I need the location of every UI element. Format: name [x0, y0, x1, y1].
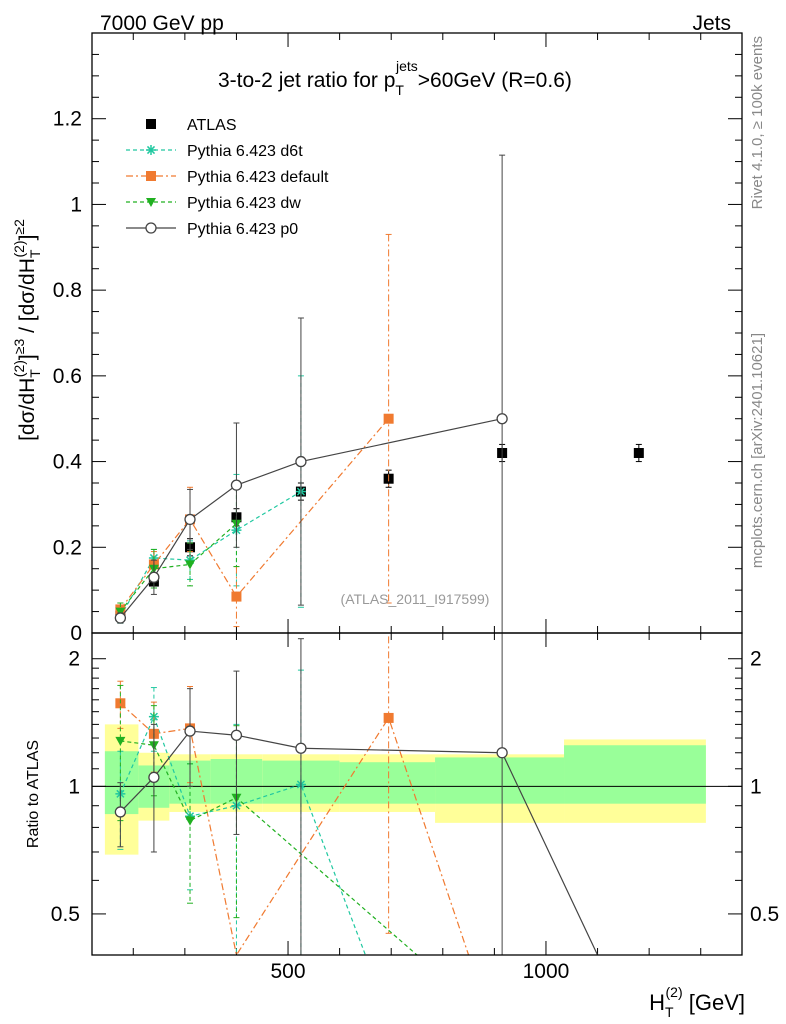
title-tail: >60GeV (R=0.6) [418, 69, 572, 92]
svg-text:3-to-2 jet ratio for pTjets>60: 3-to-2 jet ratio for pTjets>60GeV (R=0.6… [218, 58, 572, 98]
ratio-y-tick-label-right: 0.5 [750, 903, 779, 926]
y-tick-label: 0 [70, 622, 82, 645]
data-point [184, 513, 196, 526]
series-line [119, 491, 302, 618]
ratio-y-tick-label: 1 [68, 775, 80, 798]
y-tick-label: 1 [70, 193, 82, 216]
legend-marker [145, 222, 157, 234]
ratio-series-pythia-6-423-p0 [114, 633, 599, 955]
legend-marker [146, 171, 156, 181]
series-line [119, 418, 390, 610]
series-pythia-6-423-dw [115, 480, 242, 621]
x-tick-label: 500 [271, 960, 306, 983]
stat-uncertainty-band [435, 757, 565, 804]
y-axis-label-ratio: Ratio to ATLAS [25, 740, 42, 848]
legend-label: Pythia 6.423 d6t [187, 143, 303, 160]
legend-label: Pythia 6.423 dw [187, 195, 301, 212]
plot-title: 3-to-2 jet ratio for pTjets>60GeV (R=0.6… [218, 58, 572, 98]
ratio-data-point [148, 771, 160, 783]
data-point [185, 560, 196, 570]
ratio-y-tick-label: 0.5 [51, 903, 80, 926]
y-tick-label: 0.8 [53, 279, 82, 302]
analysis-tag: (ATLAS_2011_I917599) [341, 591, 490, 607]
legend-item: Pythia 6.423 p0 [126, 221, 298, 238]
x-tick-label: 1000 [523, 960, 570, 983]
legend-label: Pythia 6.423 p0 [187, 221, 298, 238]
data-point [633, 448, 644, 458]
ratio-y-tick-label-right: 1 [750, 775, 762, 798]
ratio-data-point [185, 816, 196, 826]
data-point [148, 571, 160, 583]
series-line [119, 418, 503, 619]
y-axis-label-main: [dσ/dHT(2)]≥3 / [dσ/dHT(2)]≥2 [11, 219, 43, 441]
ratio-data-point [114, 806, 127, 818]
ratio-data-point [230, 729, 243, 741]
title-main: 3-to-2 jet ratio for p [218, 69, 395, 92]
ratio-plot-frame [91, 632, 743, 956]
data-point [115, 607, 126, 617]
legend-marker [146, 145, 156, 155]
data-point [383, 413, 394, 424]
data-point [295, 455, 307, 468]
legend-marker [146, 119, 156, 129]
ratio-series-line [119, 702, 470, 955]
y-tick-label: 0.2 [53, 536, 82, 559]
mcplots-label: mcplots.cern.ch [arXiv:2401.10621] [749, 333, 766, 568]
ratio-data-point [496, 747, 508, 759]
title-sup: jets [395, 58, 418, 74]
main-panel: 0 0.2 0.4 0.6 0.8 1 1.2 (ATLAS_2011_I917599) A… [53, 32, 743, 645]
series-pythia-6-423-d6t [115, 375, 306, 624]
data-point [114, 612, 127, 624]
ratio-panel: 0.5 0.5 1 1 2 2 500 1000 [51, 632, 779, 983]
legend-marker [146, 198, 156, 207]
svg-text:[dσ/dHT(2)]≥3 / [dσ/dHT(2)]≥2: [dσ/dHT(2)]≥3 / [dσ/dHT(2)]≥2 [11, 219, 43, 441]
y-tick-label: 0.4 [53, 451, 83, 474]
legend-item: Pythia 6.423 default [126, 169, 329, 186]
ratio-series-line [120, 740, 418, 955]
series-pythia-6-423-p0 [114, 154, 508, 634]
y-tick-label: 1.2 [53, 108, 82, 131]
ratio-data-point [383, 712, 394, 723]
stat-uncertainty-band [564, 745, 706, 804]
legend-item: Pythia 6.423 dw [126, 195, 301, 212]
ratio-y-tick-label: 2 [68, 648, 80, 671]
header-left: 7000 GeV pp [100, 12, 224, 35]
stat-uncertainty-band [339, 762, 436, 804]
x-axis-label: HT(2) [GeV] [649, 984, 745, 1020]
legend: ATLAS Pythia 6.423 d6t Pythia 6.423 defaul… [126, 117, 329, 238]
legend-item: ATLAS [146, 117, 237, 134]
svg-text:HT(2) [GeV]: HT(2) [GeV] [649, 984, 745, 1020]
ratio-data-point [295, 742, 307, 754]
series-line [119, 523, 237, 612]
data-point [231, 591, 242, 602]
ratio-y-tick-label-right: 2 [750, 648, 762, 671]
data-point [496, 413, 508, 425]
legend-label: ATLAS [187, 117, 237, 134]
legend-label: Pythia 6.423 default [187, 169, 329, 186]
data-point [230, 479, 243, 491]
y-tick-label: 0.6 [53, 365, 82, 388]
ratio-data-point [115, 736, 126, 746]
title-sub: T [395, 82, 404, 98]
legend-item: Pythia 6.423 d6t [126, 143, 303, 160]
ratio-data-point [184, 725, 196, 737]
ratio-series-line [119, 715, 366, 955]
rivet-label: Rivet 4.1.0, ≥ 100k events [749, 36, 766, 209]
header-right: Jets [692, 12, 731, 35]
